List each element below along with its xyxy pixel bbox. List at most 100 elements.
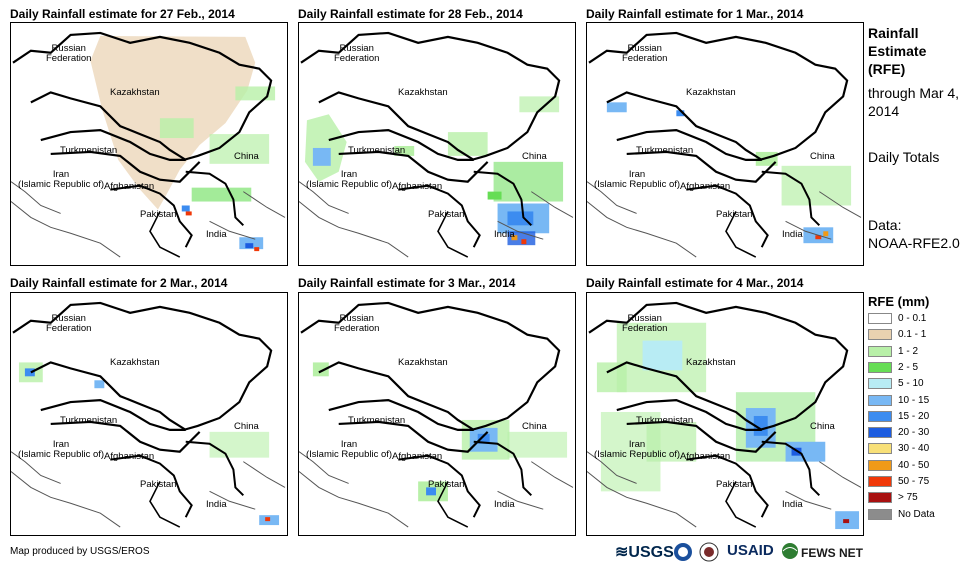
legend-swatch (868, 378, 892, 390)
legend-swatch (868, 345, 892, 357)
country-label-pakistan: Pakistan (428, 479, 465, 490)
legend-label: No Data (898, 508, 935, 520)
country-label-iran: Iran (Islamic Republic of) (594, 169, 681, 190)
map-image (587, 301, 862, 530)
country-label-iran: Iran (Islamic Republic of) (18, 169, 105, 190)
country-label-afghanistan: Afghanistan (680, 451, 731, 462)
country-label-india: India (206, 499, 227, 510)
legend-swatch (868, 410, 892, 422)
legend-swatch (868, 492, 892, 504)
legend-swatch (868, 329, 892, 341)
country-label-russia: Russian Federation (46, 313, 92, 334)
country-label-china: China (522, 151, 547, 162)
country-label-afghanistan: Afghanistan (104, 451, 155, 462)
country-label-india: India (206, 229, 227, 240)
usaid-logo: USAID (727, 542, 774, 559)
legend-label: 0 - 0.1 (898, 313, 927, 324)
country-label-kazakhstan: Kazakhstan (398, 87, 448, 98)
country-label-kazakhstan: Kazakhstan (110, 357, 160, 368)
panel-title-6: Daily Rainfall estimate for 4 Mar., 2014 (586, 276, 804, 290)
map-image (11, 301, 286, 528)
country-label-russia: Russian Federation (622, 313, 668, 334)
country-label-kazakhstan: Kazakhstan (398, 357, 448, 368)
legend-label: 5 - 10 (898, 378, 924, 390)
legend-swatch (868, 313, 892, 324)
map-panel-2 (298, 22, 576, 266)
map-panel-6 (586, 292, 864, 536)
country-label-kazakhstan: Kazakhstan (686, 87, 736, 98)
country-label-afghanistan: Afghanistan (680, 181, 731, 192)
side-data-label: Data: (868, 217, 902, 233)
map-credit: Map produced by USGS/EROS (10, 546, 150, 557)
country-label-india: India (782, 229, 803, 240)
map-image (11, 31, 286, 258)
legend-swatch (868, 394, 892, 406)
legend-label: 0.1 - 1 (898, 329, 927, 341)
country-label-pakistan: Pakistan (140, 479, 177, 490)
country-label-turkmenistan: Turkmenistan (636, 145, 694, 156)
panel-title-2: Daily Rainfall estimate for 28 Feb., 201… (298, 7, 523, 21)
noaa-seal-icon (673, 542, 693, 567)
map-panel-3 (586, 22, 864, 266)
country-label-china: China (234, 151, 259, 162)
map-panel-5 (298, 292, 576, 536)
legend-label: 10 - 15 (898, 394, 930, 406)
legend-swatch (868, 427, 892, 439)
country-label-india: India (494, 229, 515, 240)
usda-seal-icon (699, 542, 719, 567)
panel-title-3: Daily Rainfall estimate for 1 Mar., 2014 (586, 7, 804, 21)
country-label-china: China (234, 421, 259, 432)
country-label-turkmenistan: Turkmenistan (348, 145, 406, 156)
map-image (299, 31, 574, 258)
legend-label: 15 - 20 (898, 410, 930, 422)
country-label-pakistan: Pakistan (716, 209, 753, 220)
logo-bar: ≋USGS USAID FEWS NET (615, 540, 865, 566)
country-label-pakistan: Pakistan (716, 479, 753, 490)
fewsnet-logo: FEWS NET (801, 546, 863, 560)
legend-label: 20 - 30 (898, 427, 930, 439)
legend-swatch (868, 508, 892, 520)
legend-swatch (868, 459, 892, 471)
map-panel-1 (10, 22, 288, 266)
legend-swatch (868, 443, 892, 455)
panel-title-4: Daily Rainfall estimate for 2 Mar., 2014 (10, 276, 228, 290)
country-label-kazakhstan: Kazakhstan (686, 357, 736, 368)
panel-title-5: Daily Rainfall estimate for 3 Mar., 2014 (298, 276, 516, 290)
country-label-china: China (810, 151, 835, 162)
country-label-iran: Iran (Islamic Republic of) (18, 439, 105, 460)
legend-label: 30 - 40 (898, 443, 930, 455)
legend-label: > 75 (898, 492, 918, 504)
panel-title-1: Daily Rainfall estimate for 27 Feb., 201… (10, 7, 235, 21)
country-label-russia: Russian Federation (46, 43, 92, 64)
side-title: Rainfall Estimate (RFE) (868, 25, 927, 77)
country-label-turkmenistan: Turkmenistan (60, 145, 118, 156)
country-label-india: India (782, 499, 803, 510)
usaid-logo-text: USAID (727, 542, 774, 559)
side-data-source: NOAA-RFE2.0 (868, 235, 960, 251)
map-panel-4 (10, 292, 288, 536)
country-label-iran: Iran (Islamic Republic of) (306, 169, 393, 190)
country-label-afghanistan: Afghanistan (104, 181, 155, 192)
country-label-iran: Iran (Islamic Republic of) (594, 439, 681, 460)
country-label-china: China (810, 421, 835, 432)
legend-swatch (868, 361, 892, 373)
country-label-india: India (494, 499, 515, 510)
country-label-turkmenistan: Turkmenistan (636, 415, 694, 426)
country-label-turkmenistan: Turkmenistan (60, 415, 118, 426)
side-totals: Daily Totals (868, 149, 940, 165)
map-image (299, 301, 574, 528)
legend-label: 40 - 50 (898, 459, 930, 471)
legend-label: 1 - 2 (898, 345, 919, 357)
country-label-iran: Iran (Islamic Republic of) (306, 439, 393, 460)
country-label-afghanistan: Afghanistan (392, 451, 443, 462)
legend-label: 50 - 75 (898, 476, 930, 487)
country-label-china: China (522, 421, 547, 432)
legend-label: 2 - 5 (898, 361, 919, 373)
country-label-russia: Russian Federation (334, 43, 380, 64)
country-label-kazakhstan: Kazakhstan (110, 87, 160, 98)
legend-title: RFE (mm) (868, 294, 930, 309)
side-through: through Mar 4, 2014 (868, 85, 960, 119)
country-label-russia: Russian Federation (334, 313, 380, 334)
usgs-logo: ≋USGS (615, 544, 674, 561)
map-image (587, 31, 862, 258)
